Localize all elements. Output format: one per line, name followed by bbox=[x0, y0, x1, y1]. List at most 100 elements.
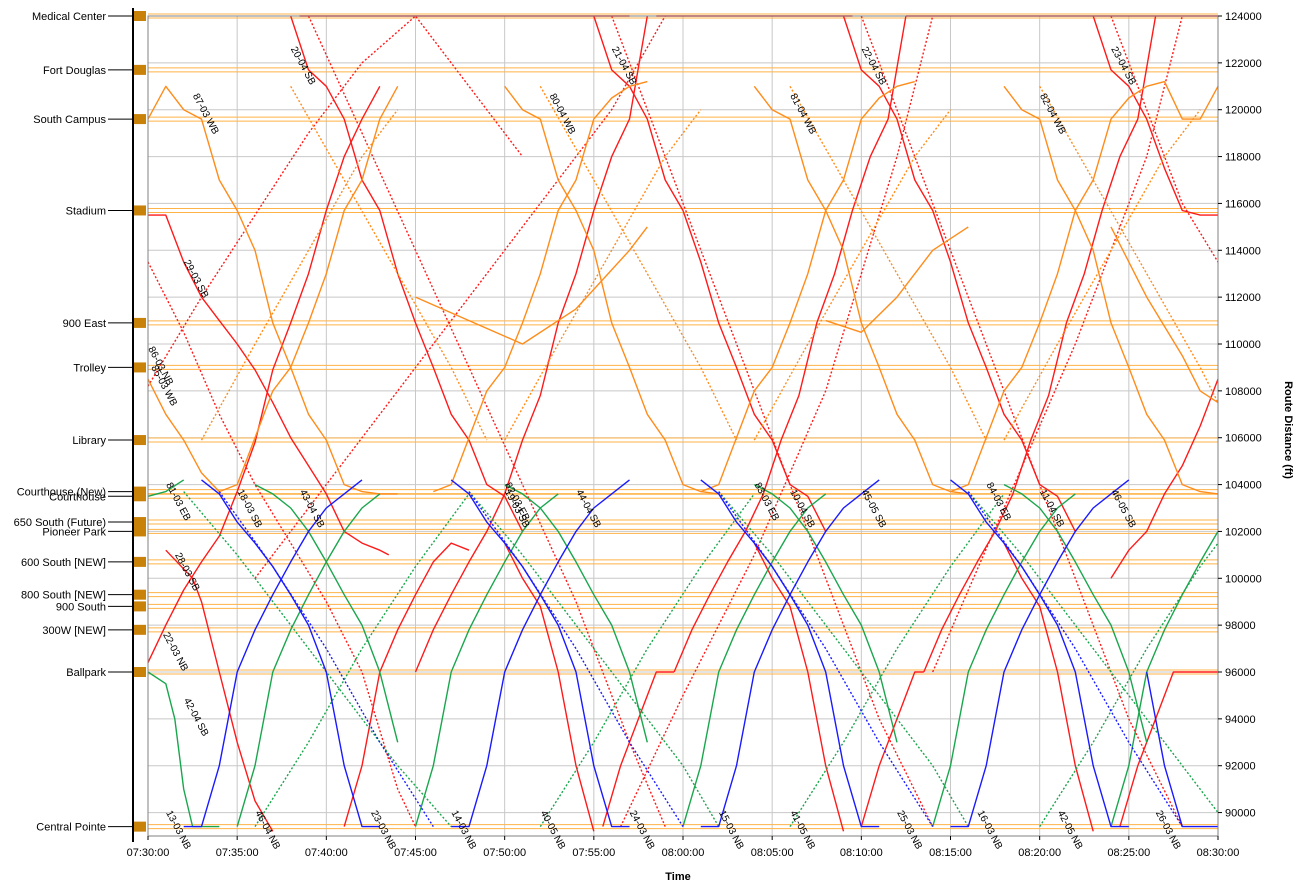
trip-line-green-dashed bbox=[967, 491, 1219, 814]
x-tick-label: 08:00:00 bbox=[662, 847, 705, 859]
trip-line-green bbox=[504, 483, 648, 743]
trip-line-green bbox=[236, 493, 381, 827]
trip-label: 29-03 SB bbox=[181, 258, 210, 300]
y-tick-label: 106000 bbox=[1225, 433, 1262, 445]
y-tick-label: 116000 bbox=[1225, 198, 1261, 210]
trip-line-green-dashed bbox=[789, 493, 1005, 827]
station-marker bbox=[134, 589, 146, 600]
station-label: 300W [NEW] bbox=[42, 625, 106, 637]
trip-line-orange-dashed bbox=[753, 109, 952, 441]
trip-line-red bbox=[593, 15, 827, 532]
trip-line-orange-dashed bbox=[200, 109, 399, 441]
station-marker bbox=[134, 205, 146, 216]
station-label: 650 South (Future) bbox=[14, 517, 106, 529]
station-marker bbox=[134, 517, 146, 528]
station-marker bbox=[134, 11, 146, 21]
trip-label: 13-03 NB bbox=[163, 809, 193, 852]
station-label: 900 South bbox=[56, 601, 106, 613]
trip-line-blue-dashed bbox=[967, 491, 1183, 827]
trip-line-green bbox=[932, 493, 1076, 827]
trip-label: 25-03 NB bbox=[894, 809, 924, 852]
trip-label: 16-03 NB bbox=[975, 809, 1005, 852]
trip-label: 46-04 NB bbox=[252, 809, 282, 852]
station-label: 800 South [NEW] bbox=[21, 590, 106, 602]
station-label: Courthouse (New) bbox=[17, 487, 106, 499]
x-tick-label: 07:50:00 bbox=[483, 847, 526, 859]
y-tick-label: 90000 bbox=[1225, 808, 1256, 820]
grid bbox=[147, 15, 1219, 836]
x-tick-label: 08:25:00 bbox=[1107, 847, 1150, 859]
station-marker bbox=[134, 821, 146, 832]
station-label: Courthouse bbox=[49, 491, 106, 503]
station-marker bbox=[134, 64, 146, 75]
y-axis: 90000 92000 94000 96000 98000 100000 102000 104… bbox=[1218, 11, 1262, 820]
trip-line-green bbox=[147, 479, 185, 497]
station-label: Fort Douglas bbox=[43, 65, 106, 77]
trip-line-blue bbox=[183, 479, 363, 828]
station-marker bbox=[134, 362, 146, 373]
x-tick-label: 07:35:00 bbox=[216, 847, 259, 859]
x-tick-label: 08:15:00 bbox=[929, 847, 972, 859]
trip-line-red-dashed bbox=[619, 15, 934, 827]
trip-line-orange bbox=[700, 80, 915, 493]
trip-line-red-dashed bbox=[254, 15, 666, 579]
series-group bbox=[147, 15, 1219, 832]
x-tick-label: 07:30:00 bbox=[127, 847, 170, 859]
trip-line-orange-dashed bbox=[1003, 109, 1201, 441]
trip-line-green bbox=[414, 493, 559, 827]
y-tick-label: 104000 bbox=[1225, 480, 1262, 492]
trip-label: 81-04 WB bbox=[787, 92, 818, 137]
trip-line-green-dashed bbox=[183, 491, 452, 828]
x-tick-label: 07:55:00 bbox=[572, 847, 615, 859]
trip-label: 15-03 NB bbox=[716, 809, 746, 852]
station-axis: Medical Center Fort Douglas South Campus St… bbox=[14, 8, 146, 842]
trip-label: 82-04 WB bbox=[1037, 92, 1068, 137]
trip-line-red bbox=[1092, 15, 1218, 216]
y-tick-label: 92000 bbox=[1225, 761, 1256, 773]
station-marker bbox=[134, 601, 146, 612]
trip-line-orange bbox=[825, 226, 969, 333]
trip-line-red bbox=[842, 15, 1076, 532]
trip-line-red bbox=[165, 549, 274, 832]
trip-line-blue-dashed bbox=[718, 491, 934, 827]
x-tick-label: 08:30:00 bbox=[1197, 847, 1240, 859]
station-label: Library bbox=[72, 435, 106, 447]
trip-line-red bbox=[1003, 542, 1094, 832]
y-tick-label: 110000 bbox=[1225, 339, 1261, 351]
x-tick-label: 08:05:00 bbox=[751, 847, 794, 859]
y-tick-label: 108000 bbox=[1225, 386, 1262, 398]
station-marker bbox=[134, 556, 146, 567]
trip-label: 26-03 NB bbox=[1153, 809, 1183, 852]
station-marker bbox=[134, 317, 146, 328]
trip-line-red bbox=[1119, 671, 1218, 827]
trip-label: 28-03 SB bbox=[172, 551, 201, 593]
x-tick-label: 08:10:00 bbox=[840, 847, 883, 859]
trip-line-red bbox=[753, 542, 845, 832]
trip-line-red bbox=[673, 15, 907, 673]
trip-line-red bbox=[1110, 378, 1219, 579]
x-axis-title: Time bbox=[665, 871, 690, 883]
trip-line-orange bbox=[1110, 226, 1219, 404]
trip-line-orange bbox=[1003, 85, 1219, 495]
trip-line-orange-dashed bbox=[290, 85, 488, 441]
trip-line-green bbox=[753, 483, 898, 743]
trip-line-green bbox=[1110, 531, 1219, 827]
trip-line-red-dashed bbox=[932, 15, 1183, 673]
y-tick-label: 112000 bbox=[1225, 292, 1261, 304]
station-label: South Campus bbox=[33, 114, 106, 126]
trip-line-red bbox=[290, 15, 524, 532]
trip-line-red-dashed bbox=[611, 15, 934, 827]
trip-label: 80-04 WB bbox=[547, 92, 578, 137]
y-tick-label: 98000 bbox=[1225, 620, 1256, 632]
trip-line-green bbox=[682, 493, 827, 827]
trip-line-orange-dashed bbox=[504, 109, 702, 441]
trip-line-orange bbox=[753, 85, 969, 495]
trip-label: 14-03 NB bbox=[449, 809, 479, 852]
trip-label: 81-03 EB bbox=[163, 481, 192, 523]
trip-line-red-dashed bbox=[307, 15, 666, 827]
trip-label: 24-03 NB bbox=[627, 809, 657, 852]
trip-line-orange bbox=[950, 80, 1219, 493]
trip-line-blue-dashed bbox=[218, 491, 434, 827]
